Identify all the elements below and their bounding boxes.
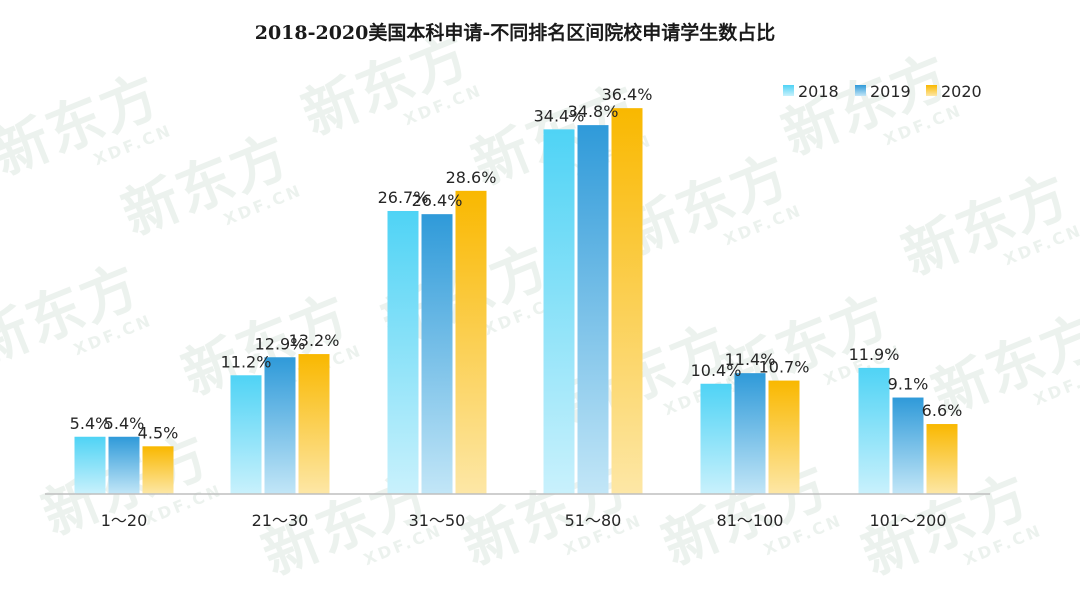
legend: 2018 2019 2020 <box>783 82 982 101</box>
bar-2018-1 <box>230 375 262 494</box>
bar-2020-2 <box>455 190 487 494</box>
bar-2018-3 <box>543 129 575 495</box>
bar-2018-0 <box>74 436 106 494</box>
legend-swatch <box>855 85 866 96</box>
bar-2019-3 <box>577 125 609 495</box>
data-label: 5.4% <box>104 414 145 433</box>
data-label: 11.4% <box>725 350 776 369</box>
data-label: 10.7% <box>759 358 810 377</box>
bar-2019-2 <box>421 214 453 494</box>
bar-2018-5 <box>858 367 890 494</box>
legend-swatch <box>926 85 937 96</box>
chart-stage: 新东方 XDF.CN 新东方 XDF.CN 新东方 XDF.CN 新东方 XDF.CN 新东方 X… <box>0 22 1080 588</box>
bar-2018-4 <box>700 383 732 494</box>
legend-swatch <box>783 85 794 96</box>
bar-2019-1 <box>264 357 296 494</box>
bar-2019-5 <box>892 397 924 494</box>
data-label: 4.5% <box>138 423 179 442</box>
data-label: 34.4% <box>534 106 585 125</box>
bar-2018-2 <box>387 210 419 495</box>
value-labels-group: 5.4%5.4%4.5%11.2%12.9%13.2%26.7%26.4%28.… <box>70 85 963 442</box>
bar-2020-4 <box>768 380 800 494</box>
x-tick-label: 21～30 <box>252 511 309 530</box>
data-label: 26.7% <box>378 188 429 207</box>
data-label: 9.1% <box>888 375 929 394</box>
data-label: 11.9% <box>849 345 900 364</box>
bar-chart: 5.4%5.4%4.5%11.2%12.9%13.2%26.7%26.4%28.… <box>45 82 990 530</box>
bar-2019-4 <box>734 373 766 494</box>
data-label: 6.6% <box>922 401 963 420</box>
x-tick-label: 1～20 <box>101 511 148 530</box>
data-label: 36.4% <box>602 85 653 104</box>
x-tick-labels-group: 1～20 21～30 31～50 51～80 81～100 101～200 <box>101 511 947 530</box>
bars-group <box>74 108 958 495</box>
legend-label: 2020 <box>941 82 982 101</box>
data-label: 28.6% <box>446 168 497 187</box>
bar-2020-5 <box>926 424 958 494</box>
x-tick-label: 31～50 <box>409 511 466 530</box>
data-label: 34.8% <box>568 102 619 121</box>
legend-label: 2019 <box>870 82 911 101</box>
data-label: 13.2% <box>289 331 340 350</box>
bar-2019-0 <box>108 436 140 494</box>
x-tick-label: 81～100 <box>717 511 784 530</box>
data-label: 11.2% <box>221 352 272 371</box>
legend-label: 2018 <box>798 82 839 101</box>
bar-2020-0 <box>142 446 174 494</box>
data-label: 10.4% <box>691 361 742 380</box>
x-tick-label: 101～200 <box>869 511 946 530</box>
bar-2020-3 <box>611 108 643 494</box>
data-label: 26.4% <box>412 191 463 210</box>
chart-title: 2018-2020美国本科申请-不同排名区间院校申请学生数占比 <box>254 22 776 44</box>
data-label: 12.9% <box>255 334 306 353</box>
x-tick-label: 51～80 <box>565 511 622 530</box>
data-label: 5.4% <box>70 414 111 433</box>
bar-2020-1 <box>298 354 330 494</box>
